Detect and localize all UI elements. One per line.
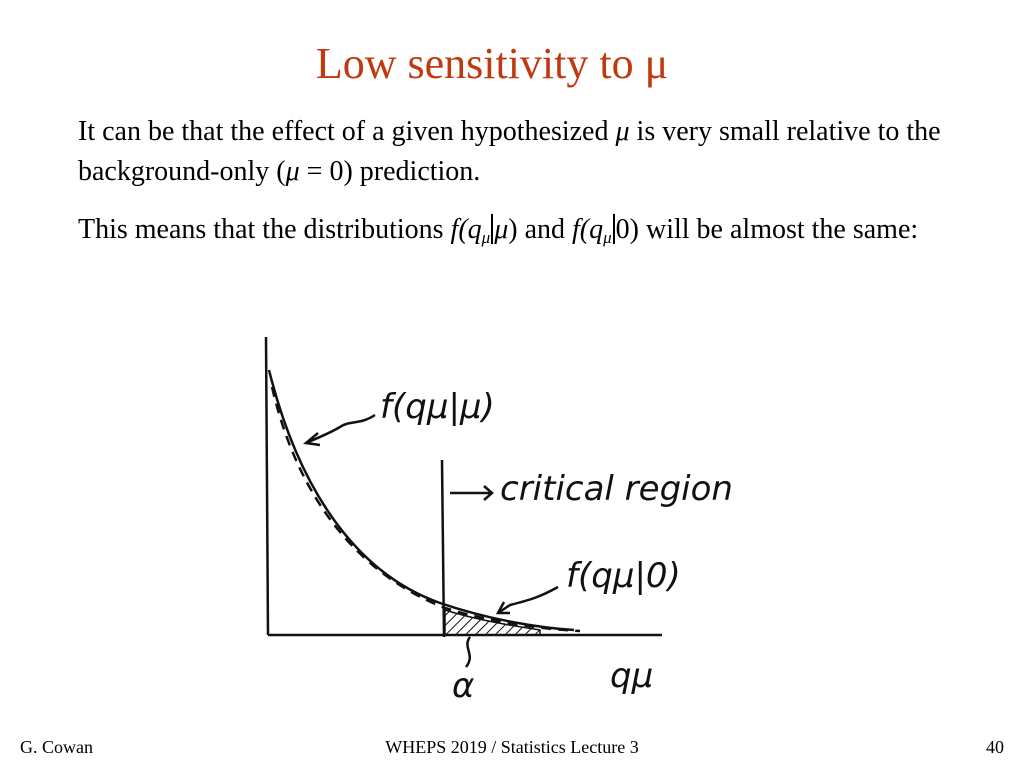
critical-arrow <box>450 485 494 501</box>
footer-lecture: WHEPS 2019 / Statistics Lecture 3 <box>385 737 639 757</box>
critical-line <box>440 459 446 638</box>
conditional-bar <box>612 214 615 244</box>
footer-page-number: 40 <box>986 737 1004 757</box>
arrow-f-0 <box>495 585 559 615</box>
label-f-0: f(qμ|0) <box>566 556 681 596</box>
hand-drawn-sketch: critical region f(qμ|μ) f(qμ|0) α qμ <box>264 336 733 706</box>
curve-f-mu <box>267 369 575 632</box>
arrow-alpha <box>464 636 472 668</box>
label-x-axis: qμ <box>610 656 653 696</box>
label-alpha: α <box>452 666 474 706</box>
y-axis <box>264 336 270 636</box>
alpha-hatched-area <box>444 608 541 636</box>
slide-title: Low sensitivity to μ <box>315 39 669 88</box>
paragraph-effect: It can be that the effect of a given hyp… <box>78 116 941 187</box>
arrow-f-mu <box>303 413 376 447</box>
conditional-bar <box>491 214 494 244</box>
label-critical-region: critical region <box>500 469 733 509</box>
footer-author: G. Cowan <box>20 737 93 757</box>
label-f-mu: f(qμ|μ) <box>380 387 495 427</box>
curve-f-0 <box>270 386 581 633</box>
paragraph-distributions: This means that the distributions f(qμ μ)… <box>78 214 919 247</box>
